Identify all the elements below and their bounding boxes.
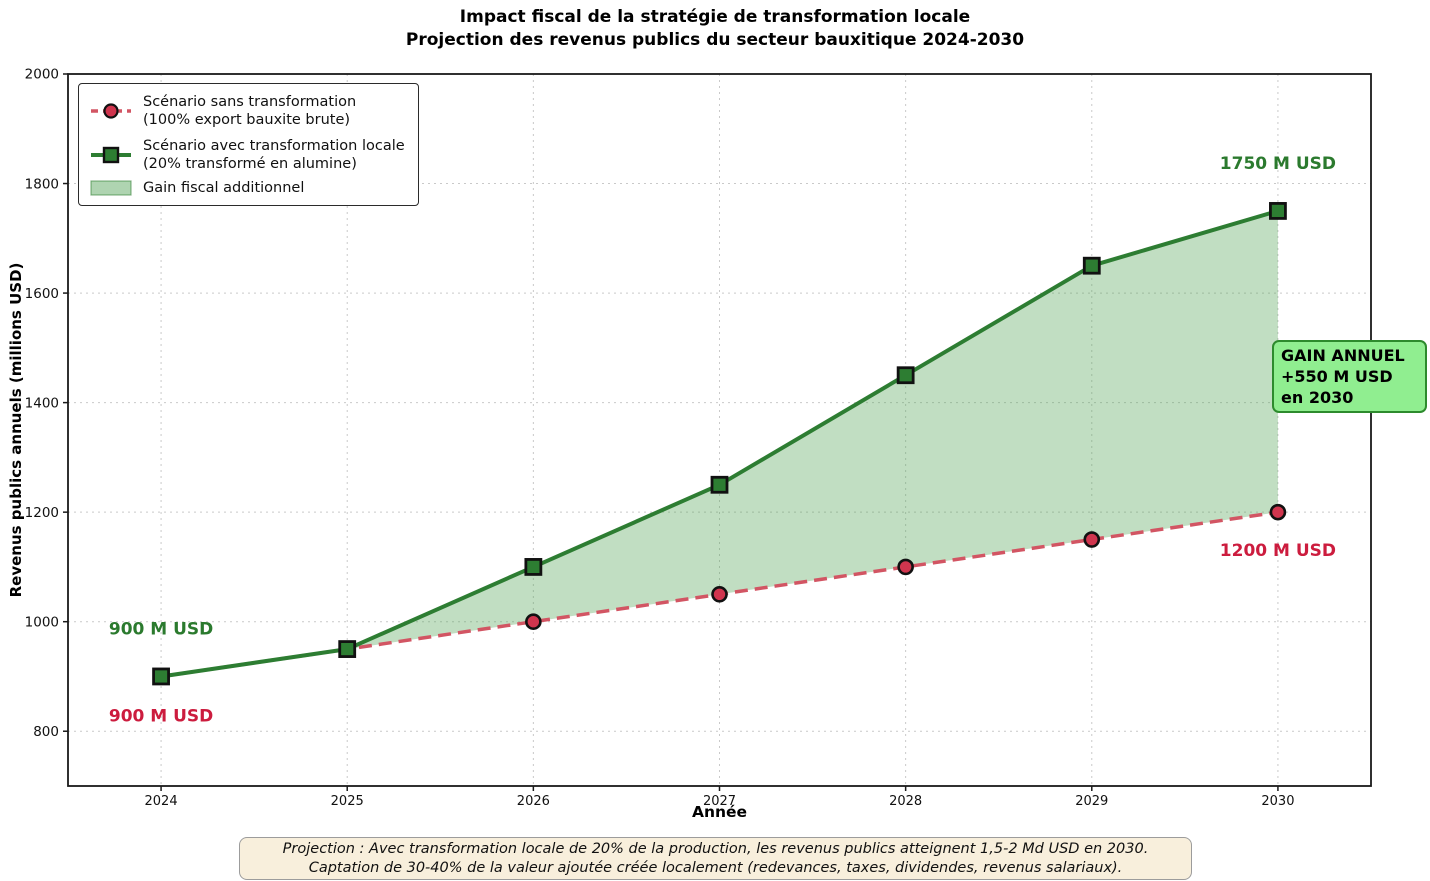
data-marker-circle [711,586,728,603]
chart-title-line2: Projection des revenus publics du secteu… [405,30,1025,50]
chart-title: Impact fiscal de la stratégie de transfo… [0,6,1430,52]
data-marker-square [896,366,915,385]
value-annotation: 1750 M USD [1220,154,1336,174]
data-marker-square [152,667,170,686]
legend-item-sans-transformation: Scénario sans transformation (100% expor… [88,91,405,131]
red-dashed-line-circle-marker-icon [91,103,131,119]
legend-label-avec-transformation: Scénario avec transformation locale (20%… [143,137,405,173]
y-tick-label: 800 [33,724,59,740]
green-solid-line-square-marker-icon [91,146,131,164]
x-tick-label: 2026 [517,794,550,809]
y-tick-label: 1200 [25,505,59,521]
gain-box-line3: en 2030 [1281,388,1354,407]
legend-label-gain-fiscal: Gain fiscal additionnel [143,180,305,196]
caption-line2: Captation de 30-40% de la valeur ajoutée… [308,859,1123,876]
gain-box-line2: +550 M USD [1281,367,1393,386]
caption-box: Projection : Avec transformation locale … [239,837,1192,880]
y-tick-label: 1400 [25,395,59,411]
y-tick-label: 2000 [25,67,59,83]
x-axis-label: Année [691,803,748,821]
x-tick-label: 2028 [889,794,922,809]
data-marker-circle [1083,531,1101,548]
legend-label-sans-transformation: Scénario sans transformation (100% expor… [143,93,357,129]
x-tick-label: 2030 [1261,794,1294,809]
x-tick-label: 2025 [331,794,364,809]
chart-title-line1: Impact fiscal de la stratégie de transfo… [459,7,971,27]
x-tick-label: 2029 [1075,794,1108,809]
value-annotation: 1200 M USD [1220,541,1336,561]
gain-box-line1: GAIN ANNUEL [1281,346,1405,365]
y-tick-label: 1800 [25,176,59,192]
data-marker-circle [897,558,914,576]
legend: Scénario sans transformation (100% expor… [78,83,419,206]
x-tick-label: 2024 [145,794,178,809]
legend-item-gain-fiscal: Gain fiscal additionnel [88,179,405,198]
light-green-patch-icon [90,180,132,196]
data-marker-circle [525,613,542,630]
gain-fill-area [161,210,1278,677]
value-annotation: 900 M USD [109,619,213,639]
data-marker-square [1269,202,1287,220]
data-marker-square [524,558,543,576]
data-marker-circle [1269,503,1287,521]
y-tick-label: 1600 [25,286,59,302]
data-marker-square [338,640,357,658]
value-annotation: 900 M USD [109,706,213,726]
caption-line1: Projection : Avec transformation locale … [282,841,1149,857]
gain-annotation-box: GAIN ANNUEL +550 M USD en 2030 [1272,340,1427,413]
y-axis-label: Revenus publics annuels (millions USD) [7,262,25,598]
data-marker-square [1082,256,1101,275]
y-tick-label: 1000 [25,614,59,630]
legend-item-avec-transformation: Scénario avec transformation locale (20%… [88,135,405,175]
x-tick-label: 2027 [703,794,736,809]
data-marker-square [710,475,729,494]
